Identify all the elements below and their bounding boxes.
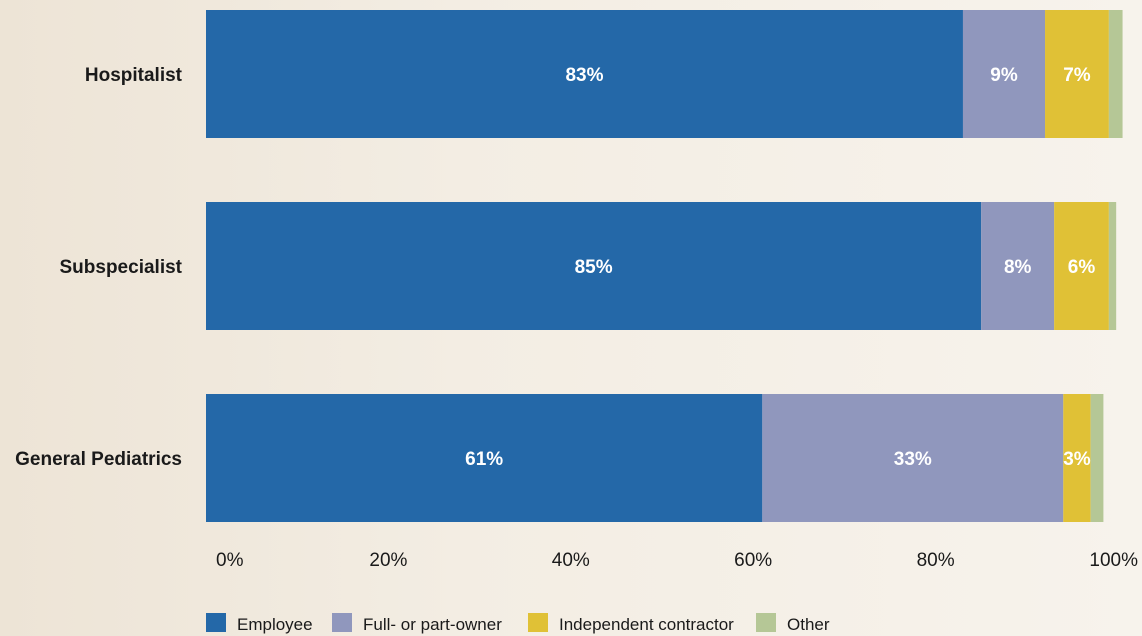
bar-segment-hospitalist-independent-contractor <box>1045 10 1109 138</box>
bar-segment-subspecialist-independent-contractor <box>1054 202 1109 330</box>
x-tick-label: 0% <box>216 550 244 571</box>
data-label-hospitalist-independent-contractor: 7% <box>1063 65 1091 86</box>
category-label-hospitalist: Hospitalist <box>85 65 183 86</box>
bar-segment-subspecialist-employee <box>206 202 982 330</box>
legend-label-other: Other <box>787 615 830 634</box>
data-label-general-pediatrics-independent-contractor: 3% <box>1063 449 1091 470</box>
x-axis-ticks: 0% 20% 40% 60% 80% 100% <box>216 550 1138 571</box>
x-tick-label: 80% <box>917 550 955 571</box>
x-tick-label: 100% <box>1089 550 1138 571</box>
data-label-hospitalist-employee: 83% <box>565 65 603 86</box>
bar-segment-subspecialist-full-or-part-owner <box>981 202 1055 330</box>
legend-label-full-or-part-owner: Full- or part-owner <box>363 615 502 634</box>
data-label-subspecialist-independent-contractor: 6% <box>1068 257 1096 278</box>
bar-segment-hospitalist-employee <box>206 10 963 138</box>
legend-label-independent-contractor: Independent contractor <box>559 615 734 634</box>
category-label-subspecialist: Subspecialist <box>60 257 183 278</box>
data-label-hospitalist-full-or-part-owner: 9% <box>990 65 1018 86</box>
bar-segment-general-pediatrics-full-or-part-owner <box>762 394 1064 522</box>
data-label-general-pediatrics-full-or-part-owner: 33% <box>894 449 932 470</box>
bar-segment-hospitalist-other <box>1108 10 1123 138</box>
category-labels: Hospitalist Subspecialist General Pediatri… <box>15 65 183 470</box>
data-label-subspecialist-full-or-part-owner: 8% <box>1004 257 1032 278</box>
legend-swatch-employee <box>206 613 226 632</box>
bar-segment-general-pediatrics-other <box>1090 394 1104 522</box>
legend-swatch-full-or-part-owner <box>332 613 352 632</box>
legend-swatch-other <box>756 613 776 632</box>
legend: Employee Full- or part-owner Independent c… <box>206 613 830 634</box>
legend-label-employee: Employee <box>237 615 313 634</box>
bar-segment-subspecialist-other <box>1108 202 1117 330</box>
category-label-general-pediatrics: General Pediatrics <box>15 449 182 470</box>
x-tick-label: 20% <box>369 550 407 571</box>
legend-swatch-independent-contractor <box>528 613 548 632</box>
x-tick-label: 40% <box>552 550 590 571</box>
bars-group: 83% 9% 7% 85% 8% 6% 61% 33% 3% <box>206 10 1123 522</box>
x-tick-label: 60% <box>734 550 772 571</box>
bar-segment-general-pediatrics-independent-contractor <box>1063 394 1091 522</box>
data-label-subspecialist-employee: 85% <box>575 257 613 278</box>
bar-segment-hospitalist-full-or-part-owner <box>962 10 1046 138</box>
bar-segment-general-pediatrics-employee <box>206 394 763 522</box>
data-label-general-pediatrics-employee: 61% <box>465 449 503 470</box>
